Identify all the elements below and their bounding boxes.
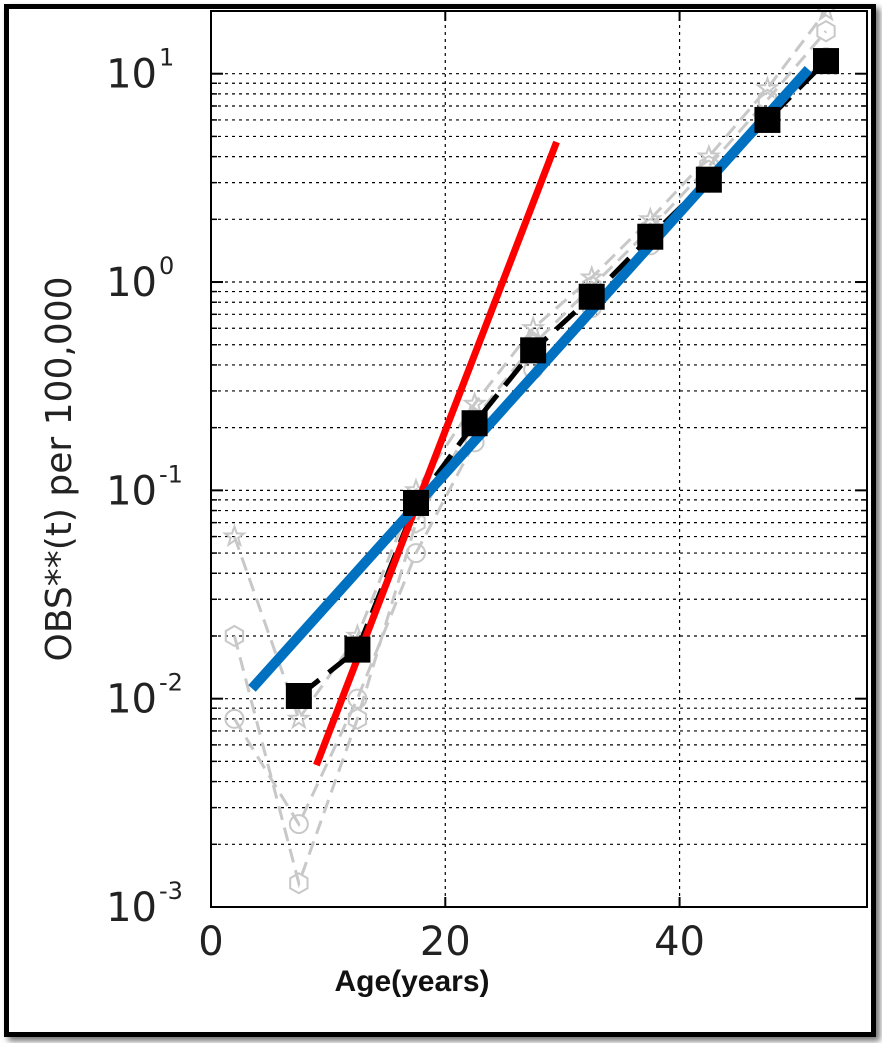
y-tick-label: 10 (106, 52, 157, 98)
chart-frame: 0 20 40 10 -3 10 -2 10 -1 10 0 10 1 OBS**(t) per 100… (4, 4, 876, 1037)
main-data-point (754, 106, 781, 133)
y-tick-label: 10 (106, 677, 157, 723)
main-data-point (578, 283, 605, 310)
y-tick-exponent: 0 (159, 252, 174, 280)
grid (211, 11, 867, 907)
main-data-point (520, 337, 547, 364)
y-tick-label: 10 (106, 885, 157, 931)
background-point (816, 9, 836, 22)
blue-fit-line (248, 65, 813, 692)
background-point (224, 708, 245, 729)
background-series-line (233, 56, 828, 828)
background-point (696, 143, 722, 168)
main-data-point (695, 166, 722, 193)
series-layer (222, 9, 839, 895)
y-tick-exponent: 1 (159, 44, 174, 72)
y-tick-exponent: -1 (159, 460, 183, 488)
background-point (288, 814, 309, 835)
x-tick-label: 40 (654, 919, 705, 965)
main-data-point (813, 48, 839, 75)
background-point (520, 315, 546, 339)
main-data-point (285, 683, 312, 710)
x-axis-label: Age(years) (334, 965, 489, 998)
plot-border (210, 10, 868, 908)
y-tick-label: 10 (106, 468, 157, 514)
red-fit-line (313, 140, 560, 767)
background-point (347, 707, 368, 731)
background-point (579, 264, 605, 289)
background-point (224, 624, 245, 648)
main-data-point (637, 223, 664, 250)
y-tick-label: 10 (106, 260, 157, 306)
x-tick-label: 20 (420, 919, 471, 965)
background-series-line (233, 10, 828, 723)
background-point (755, 75, 780, 99)
background-point (462, 390, 487, 415)
main-data-point (403, 489, 429, 516)
main-data-point (461, 410, 488, 437)
y-tick-base: 10 (106, 260, 157, 306)
background-point (289, 872, 309, 895)
background-point (347, 688, 368, 709)
background-point (637, 206, 663, 230)
y-tick-exponent: -2 (159, 669, 183, 697)
y-axis-label: OBS**(t) per 100,000 (39, 276, 80, 661)
y-tick-base: 10 (106, 677, 157, 723)
main-data-point (344, 636, 371, 663)
background-point (286, 705, 312, 730)
x-tick-label: 0 (198, 919, 223, 965)
y-tick-base: 10 (106, 468, 157, 514)
y-tick-exponent: -3 (159, 877, 183, 905)
y-tick-base: 10 (106, 885, 157, 931)
background-point (222, 523, 247, 548)
y-tick-base: 10 (106, 52, 157, 98)
background-point (816, 20, 836, 43)
